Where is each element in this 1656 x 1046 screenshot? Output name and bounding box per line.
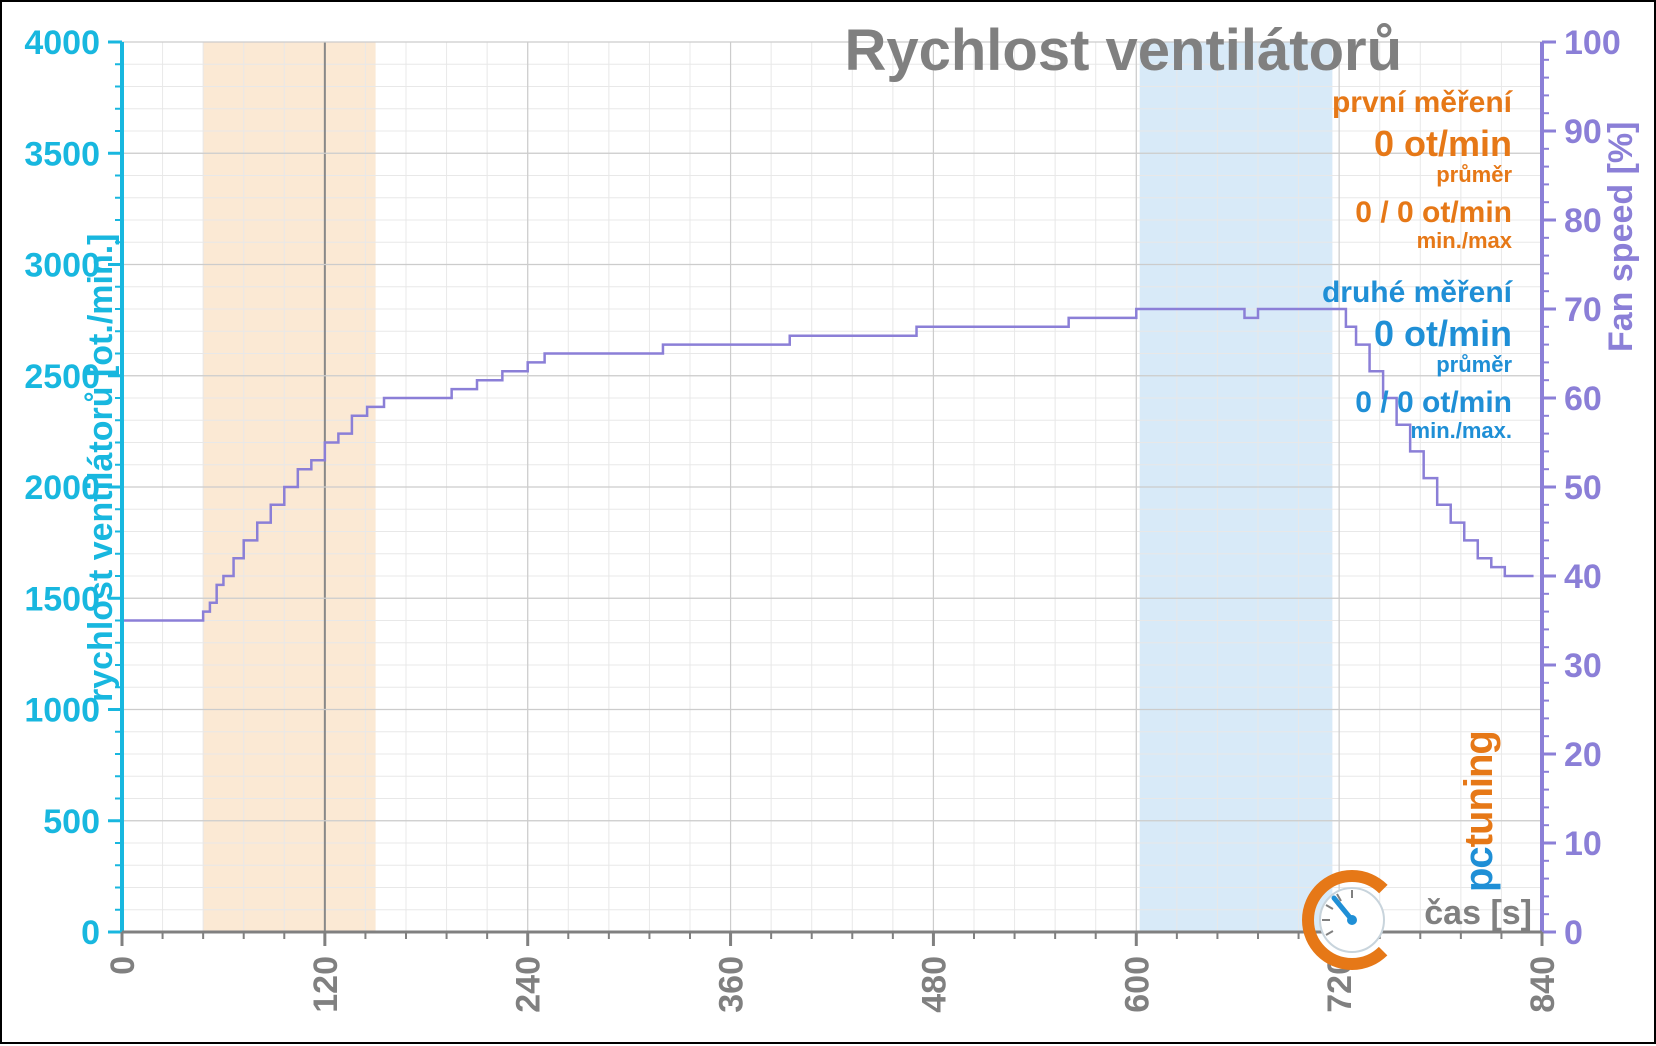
y-left-tick-label: 3500 [24, 135, 100, 173]
y-left-axis-title: rychlost ventilátorů [ot./min.] [82, 234, 120, 702]
legend-value: 0 ot/min [1374, 313, 1512, 354]
y-right-tick-label: 80 [1564, 202, 1602, 240]
y-right-tick-label: 30 [1564, 647, 1602, 685]
y-right-tick-label: 90 [1564, 113, 1602, 151]
y-left-tick-label: 4000 [24, 24, 100, 62]
x-tick-label: 240 [510, 956, 548, 1013]
chart-title: Rychlost ventilátorů [844, 18, 1402, 83]
y-right-axis-title: Fan speed [%] [1602, 122, 1640, 352]
fan-speed-chart: 05001000150020002500300035004000rychlost… [0, 0, 1656, 1044]
legend-minmax-sub: min./max. [1411, 418, 1512, 443]
x-tick-label: 0 [104, 956, 142, 975]
logo-text: pctuning [1457, 731, 1501, 892]
y-right-tick-label: 50 [1564, 469, 1602, 507]
legend-title: druhé měření [1322, 276, 1514, 309]
x-tick-label: 600 [1118, 956, 1156, 1013]
legend-title: první měření [1332, 86, 1514, 119]
x-tick-label: 360 [713, 956, 751, 1013]
x-tick-label: 120 [307, 956, 345, 1013]
y-right-tick-label: 100 [1564, 24, 1621, 62]
legend-minmax: 0 / 0 ot/min [1355, 196, 1512, 229]
legend-minmax: 0 / 0 ot/min [1355, 386, 1512, 419]
y-right-tick-label: 60 [1564, 380, 1602, 418]
y-left-tick-label: 0 [81, 914, 100, 952]
y-right-tick-label: 20 [1564, 736, 1602, 774]
y-left-tick-label: 500 [43, 803, 100, 841]
legend-value: 0 ot/min [1374, 123, 1512, 164]
x-tick-label: 840 [1524, 956, 1562, 1013]
y-right-tick-label: 40 [1564, 558, 1602, 596]
y-right-tick-label: 10 [1564, 825, 1602, 863]
legend-minmax-sub: min./max [1417, 228, 1513, 253]
x-tick-label: 480 [915, 956, 953, 1013]
x-axis-title: čas [s] [1424, 894, 1532, 932]
y-right-tick-label: 0 [1564, 914, 1583, 952]
legend-sub: průměr [1436, 162, 1512, 187]
y-right-tick-label: 70 [1564, 291, 1602, 329]
legend-sub: průměr [1436, 352, 1512, 377]
